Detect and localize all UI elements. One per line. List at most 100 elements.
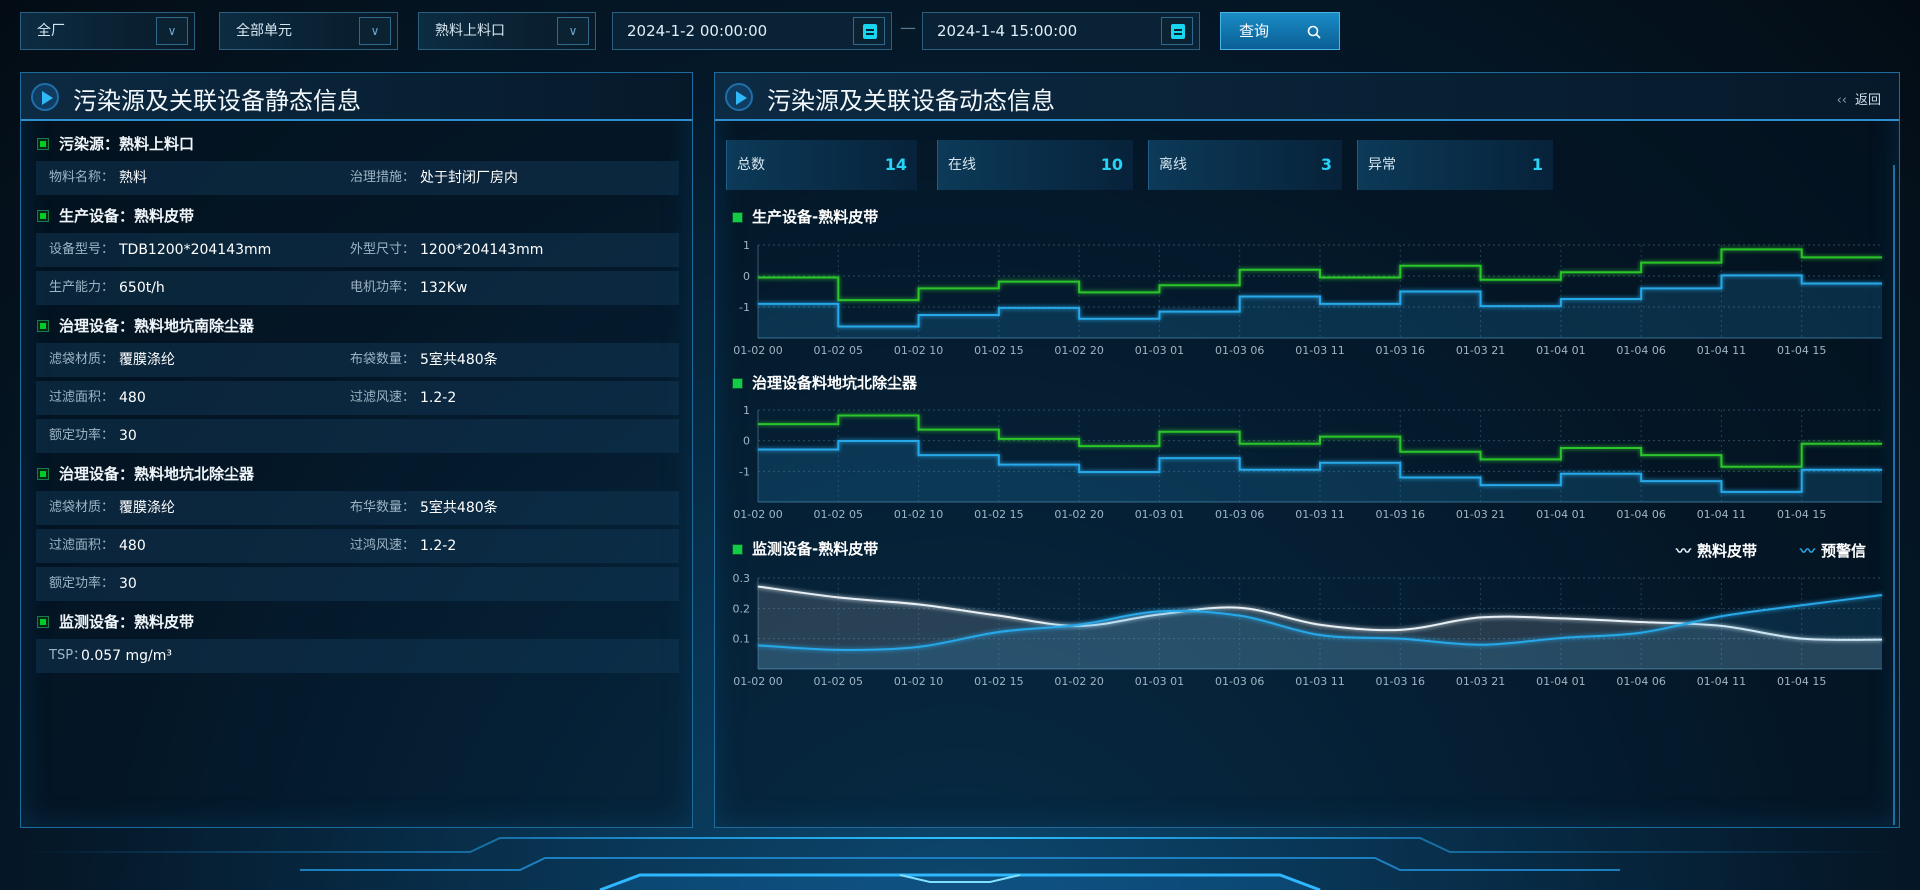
info-row: 额定功率： 30 xyxy=(36,567,679,601)
stat-card-online: 在线 10 xyxy=(937,140,1133,190)
stat-card-abnormal: 异常 1 xyxy=(1357,140,1553,190)
field-label: 滤袋材质： xyxy=(49,500,115,515)
info-row: 额定功率： 30 xyxy=(36,419,679,453)
query-button[interactable]: 查询 xyxy=(1220,12,1340,50)
field-value: 1.2-2 xyxy=(420,390,457,406)
panel-header: 污染源及关联设备静态信息 xyxy=(21,73,692,121)
field-label: 生产能力： xyxy=(49,280,115,295)
field-value: 5室共480条 xyxy=(420,500,498,516)
stat-label: 在线 xyxy=(948,157,976,173)
scrollbar[interactable] xyxy=(1893,165,1895,825)
field-value: 覆膜涤纶 xyxy=(119,352,175,368)
unit-select-value: 全部单元 xyxy=(236,23,292,39)
static-info-panel: 污染源及关联设备静态信息 污染源：熟料上料口物料名称： 熟料 治理措施： 处于封闭厂房… xyxy=(20,72,693,828)
field-value: 熟料 xyxy=(119,170,147,186)
field-label: 外型尺寸： xyxy=(350,242,416,257)
search-icon xyxy=(1307,25,1321,39)
field-value: 1.2-2 xyxy=(420,538,457,554)
field-label: TSP： xyxy=(49,648,87,663)
stat-value: 3 xyxy=(1320,155,1332,174)
end-date-value: 2024-1-4 15:00:00 xyxy=(937,22,1078,40)
source-select-value: 熟料上料口 xyxy=(435,23,505,39)
info-row: 滤袋材质： 覆膜涤纶 布袋数量： 5室共480条 xyxy=(36,343,679,377)
field-label: 设备型号： xyxy=(49,242,115,257)
query-label: 查询 xyxy=(1239,22,1270,40)
field-label: 过滤面积： xyxy=(49,390,115,405)
legend-item-belt[interactable]: 〰熟料皮带 xyxy=(1676,540,1757,561)
field-label: 额定功率： xyxy=(49,428,115,443)
field-value: 1200*204143mm xyxy=(420,242,544,258)
field-value: TDB1200*204143mm xyxy=(119,242,272,258)
legend-item-warning[interactable]: 〰预警信 xyxy=(1800,540,1866,561)
chevron-down-icon[interactable]: ∨ xyxy=(156,17,188,45)
section-title: 监测设备：熟料皮带 xyxy=(37,609,194,635)
stat-label: 异常 xyxy=(1368,157,1396,173)
section-title: 污染源：熟料上料口 xyxy=(37,131,194,157)
field-value: 132Kw xyxy=(420,280,468,296)
wave-icon: 〰 xyxy=(1676,542,1692,560)
calendar-icon[interactable] xyxy=(1161,17,1193,45)
legend-label: 熟料皮带 xyxy=(1697,542,1758,560)
stat-label: 总数 xyxy=(737,157,765,173)
field-value: 480 xyxy=(119,390,146,406)
source-select[interactable]: 熟料上料口 ∨ xyxy=(418,12,596,50)
stat-value: 1 xyxy=(1531,155,1543,174)
info-row: 物料名称： 熟料 治理措施： 处于封闭厂房内 xyxy=(36,161,679,195)
chart-title-production: 生产设备-熟料皮带 xyxy=(732,206,878,228)
info-row: 设备型号： TDB1200*204143mm 外型尺寸： 1200*204143mm xyxy=(36,233,679,267)
bottom-frame-decoration xyxy=(20,837,1900,890)
start-date-value: 2024-1-2 00:00:00 xyxy=(627,22,768,40)
calendar-icon[interactable] xyxy=(853,17,885,45)
stat-value: 14 xyxy=(884,155,907,174)
plant-select-value: 全厂 xyxy=(37,23,65,39)
field-value: 0.057 mg/m³ xyxy=(81,648,173,664)
chevron-down-icon[interactable]: ∨ xyxy=(557,17,589,45)
field-label: 布华数量： xyxy=(350,500,416,515)
field-value: 30 xyxy=(119,576,137,592)
field-label: 过滤风速： xyxy=(350,390,416,405)
chart-title-monitoring: 监测设备-熟料皮带 xyxy=(732,538,878,560)
stat-card-total: 总数 14 xyxy=(726,140,917,190)
info-row: 过滤面积： 480 过滤风速： 1.2-2 xyxy=(36,381,679,415)
info-row: 滤袋材质： 覆膜涤纶 布华数量： 5室共480条 xyxy=(36,491,679,525)
field-value: 覆膜涤纶 xyxy=(119,500,175,516)
end-date-input[interactable]: 2024-1-4 15:00:00 xyxy=(922,12,1200,50)
chart-title-treatment: 治理设备料地坑北除尘器 xyxy=(732,372,917,394)
field-label: 过鸿风速： xyxy=(350,538,416,553)
section-title: 治理设备：熟料地坑北除尘器 xyxy=(37,461,254,487)
field-label: 治理措施： xyxy=(350,170,416,185)
panel-title: 污染源及关联设备动态信息 xyxy=(767,87,1055,115)
play-icon xyxy=(31,83,59,111)
section-title: 生产设备：熟料皮带 xyxy=(37,203,194,229)
info-row: TSP： 0.057 mg/m³ xyxy=(36,639,679,673)
field-value: 处于封闭厂房内 xyxy=(420,170,518,186)
date-separator: — xyxy=(900,18,916,37)
back-button[interactable]: ‹‹ 返回 xyxy=(1837,89,1881,108)
field-label: 过滤面积： xyxy=(49,538,115,553)
back-label: 返回 xyxy=(1854,93,1881,108)
field-value: 650t/h xyxy=(119,280,165,296)
legend-label: 预警信 xyxy=(1821,542,1867,560)
panel-title: 污染源及关联设备静态信息 xyxy=(73,87,361,115)
start-date-input[interactable]: 2024-1-2 00:00:00 xyxy=(612,12,892,50)
section-title: 治理设备：熟料地坑南除尘器 xyxy=(37,313,254,339)
chevron-down-icon[interactable]: ∨ xyxy=(359,17,391,45)
unit-select[interactable]: 全部单元 ∨ xyxy=(219,12,398,50)
field-label: 布袋数量： xyxy=(350,352,416,367)
stat-value: 10 xyxy=(1100,155,1123,174)
info-row: 生产能力： 650t/h 电机功率： 132Kw xyxy=(36,271,679,305)
field-label: 额定功率： xyxy=(49,576,115,591)
field-label: 电机功率： xyxy=(350,280,416,295)
field-value: 5室共480条 xyxy=(420,352,498,368)
panel-header: 污染源及关联设备动态信息 ‹‹ 返回 xyxy=(715,73,1899,121)
field-label: 滤袋材质： xyxy=(49,352,115,367)
field-label: 物料名称： xyxy=(49,170,115,185)
stat-card-offline: 离线 3 xyxy=(1148,140,1342,190)
chevron-double-left-icon: ‹‹ xyxy=(1836,93,1847,108)
plant-select[interactable]: 全厂 ∨ xyxy=(20,12,195,50)
field-value: 30 xyxy=(119,428,137,444)
field-value: 480 xyxy=(119,538,146,554)
wave-icon: 〰 xyxy=(1800,542,1816,560)
stat-label: 离线 xyxy=(1159,157,1187,173)
play-icon xyxy=(725,83,753,111)
